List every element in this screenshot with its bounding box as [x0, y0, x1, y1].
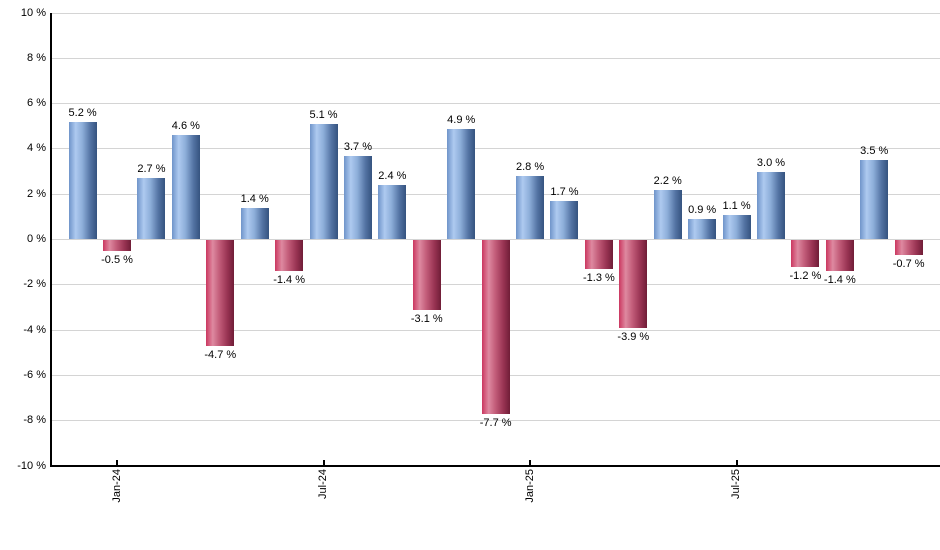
x-tick-label: Jul-25 [730, 469, 743, 499]
x-tick-label: Jan-25 [523, 469, 536, 503]
bar-value-label: 3.5 % [860, 145, 889, 158]
bar [550, 200, 579, 240]
y-tick-label: -8 % [23, 414, 46, 427]
x-tick-label: Jan-24 [110, 469, 123, 503]
bar-value-label: 4.9 % [447, 113, 476, 126]
bar [240, 207, 269, 240]
gridline [50, 12, 940, 14]
bar [68, 121, 97, 240]
bar-value-label: 2.7 % [137, 163, 166, 176]
bar-value-label: 1.7 % [550, 185, 579, 198]
y-tick-label: -4 % [23, 323, 46, 336]
bar [103, 239, 132, 251]
bar-value-label: -0.7 % [892, 258, 925, 271]
gridline [50, 420, 940, 422]
bar [516, 176, 545, 240]
y-tick-label: 8 % [27, 51, 46, 64]
bar-value-label: 5.1 % [309, 108, 338, 121]
gridline [50, 193, 940, 195]
bar [653, 189, 682, 240]
y-tick-label: -10 % [17, 459, 46, 472]
bar-value-label: 4.6 % [171, 120, 200, 133]
bar [206, 239, 235, 346]
y-tick-label: -2 % [23, 278, 46, 291]
bar [171, 135, 200, 240]
bar [894, 239, 923, 256]
bar-value-label: 2.2 % [653, 174, 682, 187]
y-tick-label: 0 % [27, 233, 46, 245]
x-axis-tick [116, 460, 119, 465]
x-axis-tick [529, 460, 532, 465]
gridline [50, 103, 940, 105]
bar-value-label: 1.1 % [722, 199, 751, 212]
x-tick-label: Jul-24 [317, 469, 330, 499]
x-axis-tick [735, 460, 738, 465]
bar [447, 128, 476, 240]
bar [137, 178, 166, 240]
bar [343, 155, 372, 240]
gridline [50, 148, 940, 150]
y-tick-label: 6 % [27, 97, 46, 110]
bar [481, 239, 510, 414]
bar-value-label: -0.5 % [101, 253, 133, 266]
bar-value-label: -4.7 % [204, 348, 237, 361]
bar-value-label: -1.2 % [789, 269, 822, 282]
bar-value-label: 3.7 % [343, 140, 373, 153]
bar-value-label: 5.2 % [68, 106, 97, 119]
y-axis-line [50, 13, 52, 466]
bar-value-label: -3.1 % [410, 312, 443, 325]
y-tick-label: 2 % [27, 187, 46, 200]
bar-value-label: 2.4 % [378, 170, 407, 183]
y-tick-label: 10 % [20, 6, 46, 19]
bar-value-label: -1.4 % [273, 274, 306, 287]
bar-value-label: -1.3 % [582, 271, 615, 284]
bar [584, 239, 613, 269]
bar-value-label: 2.8 % [515, 161, 545, 174]
bar [791, 239, 820, 267]
bar-value-label: -3.9 % [617, 330, 650, 343]
bar-value-label: -7.7 % [479, 416, 512, 429]
bar [275, 239, 304, 272]
bar [619, 239, 648, 328]
bar-value-label: 0.9 % [688, 204, 717, 217]
bar [825, 239, 854, 272]
bar [378, 185, 407, 240]
x-axis-tick [322, 460, 325, 465]
x-axis-line [50, 465, 940, 467]
bar [722, 214, 751, 240]
bar [688, 219, 717, 240]
gridline [50, 57, 940, 59]
bar [412, 239, 441, 310]
bar-value-label: -1.4 % [823, 274, 856, 287]
bar-value-label: 1.4 % [240, 192, 269, 205]
bar [757, 171, 785, 240]
bar [860, 160, 889, 240]
bar [309, 123, 338, 240]
y-tick-label: 4 % [27, 142, 46, 155]
y-tick-label: -6 % [23, 368, 46, 381]
bar-value-label: 3.0 % [756, 156, 786, 169]
